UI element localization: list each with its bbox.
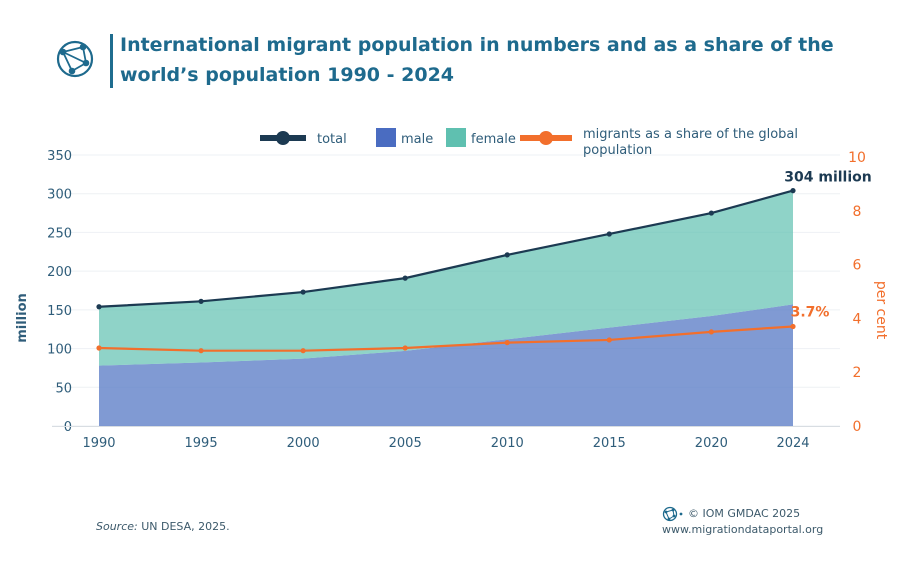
total-end-label: 304 million bbox=[784, 170, 871, 186]
total-point bbox=[790, 188, 796, 194]
share-point bbox=[504, 340, 510, 346]
share-point bbox=[198, 348, 204, 354]
legend-share-marker bbox=[539, 131, 553, 145]
total-point bbox=[504, 252, 510, 258]
y-tick-label: 200 bbox=[47, 265, 72, 280]
total-point bbox=[96, 304, 102, 310]
x-tick-label: 2010 bbox=[491, 436, 524, 451]
y2-tick-label: 8 bbox=[853, 204, 862, 220]
source-note: Source: UN DESA, 2025. bbox=[96, 520, 230, 533]
share-point bbox=[96, 345, 102, 351]
y2-tick-label: 4 bbox=[853, 311, 862, 327]
x-tick-label: 2000 bbox=[287, 436, 320, 451]
chart-title: International migrant population in numb… bbox=[120, 34, 834, 86]
y-tick-label: 100 bbox=[47, 343, 72, 358]
legend-share-label: migrants as a share of the global populat… bbox=[583, 127, 798, 158]
credit-line-1: © IOM GMDAC 2025 bbox=[688, 507, 801, 520]
y-tick-label: 50 bbox=[55, 381, 72, 396]
y2-tick-label: 10 bbox=[848, 150, 866, 166]
share-point bbox=[300, 348, 306, 354]
credit-block: © IOM GMDAC 2025 www.migrationdataportal… bbox=[662, 506, 823, 538]
x-tick-label: 2015 bbox=[593, 436, 626, 451]
total-point bbox=[300, 289, 306, 295]
y-tick-label: 250 bbox=[47, 226, 72, 241]
y2-axis-label: per cent bbox=[873, 281, 889, 340]
legend-female-label: female bbox=[471, 132, 516, 147]
female-area bbox=[99, 190, 793, 366]
credit-line-2: www.migrationdataportal.org bbox=[662, 523, 824, 536]
y-tick-label: 0 bbox=[64, 420, 72, 435]
share-point bbox=[402, 345, 408, 351]
x-tick-label: 2024 bbox=[776, 436, 809, 451]
x-tick-label: 2020 bbox=[695, 436, 728, 451]
total-point bbox=[708, 210, 714, 216]
legend-male-swatch bbox=[376, 128, 396, 147]
legend-male-label: male bbox=[401, 132, 433, 147]
legend-total-marker bbox=[276, 131, 290, 145]
network-globe-icon bbox=[56, 40, 94, 78]
x-tick-label: 1990 bbox=[82, 436, 115, 451]
share-end-label: 3.7% bbox=[791, 304, 830, 320]
legend-female-swatch bbox=[446, 128, 466, 147]
total-line bbox=[98, 189, 794, 308]
y-tick-label: 300 bbox=[47, 188, 72, 203]
y-axis-label: million bbox=[15, 293, 30, 343]
male-area bbox=[99, 304, 793, 426]
legend-total-label: total bbox=[317, 132, 347, 147]
iom-logo-icon bbox=[662, 506, 683, 522]
y-tick-label: 350 bbox=[47, 149, 72, 164]
x-tick-label: 2005 bbox=[389, 436, 422, 451]
total-point bbox=[606, 231, 612, 237]
share-line bbox=[98, 325, 794, 352]
share-point bbox=[708, 329, 714, 335]
chart-header: International migrant population in numb… bbox=[52, 30, 882, 92]
source-label: Source: bbox=[96, 520, 138, 533]
y2-tick-label: 6 bbox=[853, 258, 862, 274]
y2-tick-label: 0 bbox=[853, 419, 862, 435]
y2-tick-label: 2 bbox=[853, 365, 862, 381]
title-divider bbox=[110, 34, 113, 88]
total-point bbox=[198, 298, 204, 304]
source-text: UN DESA, 2025. bbox=[137, 520, 230, 533]
share-point bbox=[606, 337, 612, 343]
x-tick-label: 1995 bbox=[185, 436, 218, 451]
y-tick-label: 150 bbox=[47, 304, 72, 319]
share-point bbox=[790, 323, 796, 330]
total-point bbox=[402, 275, 408, 281]
